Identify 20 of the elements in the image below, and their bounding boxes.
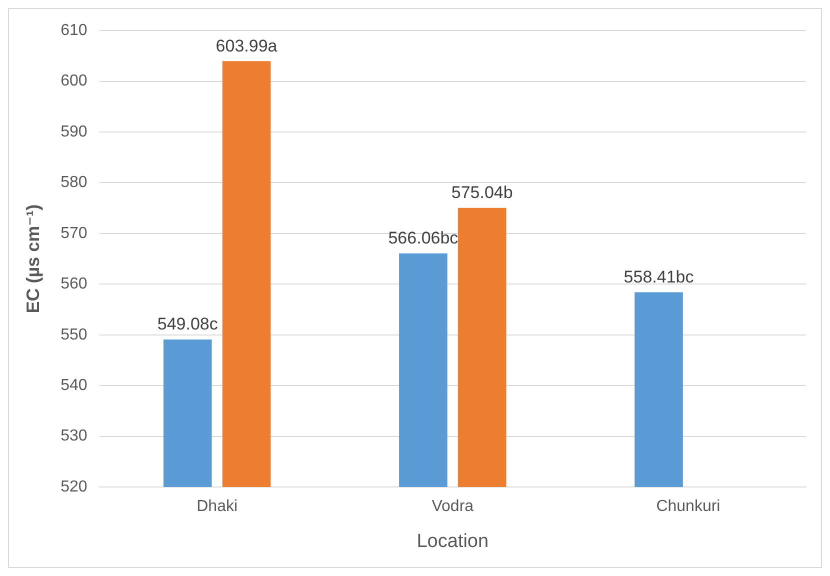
x-tick-label: Chunkuri — [656, 498, 720, 516]
y-tick-label: 580 — [60, 174, 88, 192]
y-tick-label: 560 — [60, 276, 88, 293]
y-tick-label: 610 — [60, 22, 88, 40]
x-axis-title: Location — [416, 530, 489, 552]
y-axis-title: EC (µs cm⁻¹) — [22, 204, 43, 314]
x-tick-label: Dhaki — [196, 498, 238, 516]
y-tick-label: 600 — [60, 72, 88, 90]
y-tick-label: 550 — [60, 326, 88, 344]
y-tick-label: 570 — [60, 224, 88, 242]
x-tick-label: Vodra — [432, 498, 474, 516]
data-label: 558.41bc — [624, 267, 694, 286]
y-tick-label: 590 — [60, 123, 88, 140]
data-label: 566.06bc — [388, 228, 459, 248]
y-tick-label: 520 — [60, 478, 88, 496]
data-label: 603.99a — [216, 36, 278, 56]
data-label: 549.08c — [157, 314, 218, 334]
y-tick-label: 540 — [60, 376, 88, 394]
y-tick-label: 530 — [60, 428, 88, 445]
data-label: 575.04b — [451, 183, 513, 202]
